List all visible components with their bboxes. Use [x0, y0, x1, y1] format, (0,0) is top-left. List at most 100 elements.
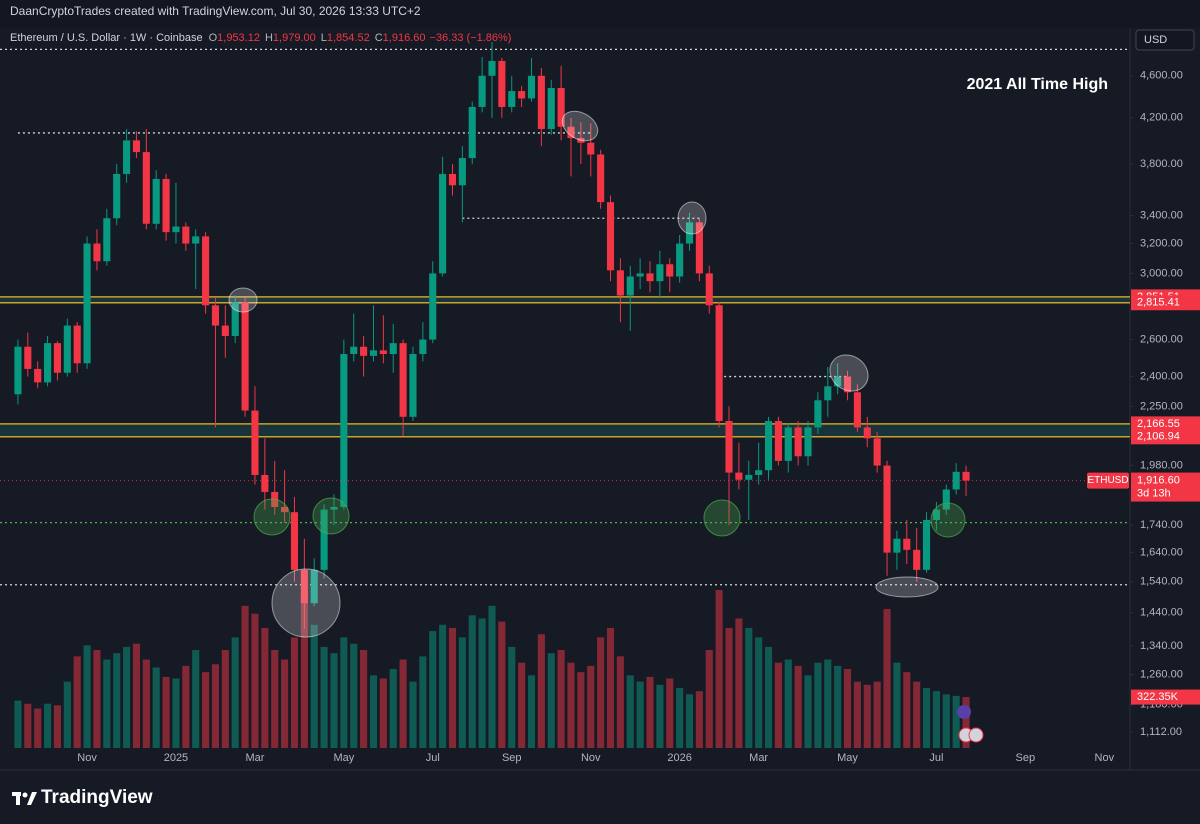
- candle-body: [547, 87, 555, 129]
- candle-body: [221, 325, 229, 337]
- volume-bar: [182, 665, 190, 748]
- symbol-tag-label: ETHUSD: [1087, 475, 1128, 486]
- plot: [0, 41, 1130, 748]
- support-touch: [703, 499, 741, 537]
- volume-bar: [764, 646, 773, 748]
- y-tick-label: 2,400.00: [1140, 370, 1183, 382]
- ohlc-value: 1,854.52: [327, 32, 370, 44]
- candle-body: [893, 538, 901, 553]
- volume-bar: [616, 656, 624, 748]
- price-tag: [1131, 416, 1200, 432]
- volume-bar: [300, 593, 308, 748]
- candle-body: [142, 152, 150, 224]
- candle-body: [320, 509, 328, 570]
- candle-body: [913, 549, 921, 570]
- volume-bar: [774, 662, 782, 748]
- candle-body: [735, 472, 743, 480]
- candle-body: [63, 325, 71, 373]
- volume-bar: [804, 675, 812, 748]
- highlight: [271, 568, 341, 638]
- volume-bar: [330, 653, 338, 748]
- y-tick-label: 1,440.00: [1140, 607, 1183, 619]
- x-tick-label: Nov: [581, 752, 601, 764]
- zone: [0, 423, 1130, 437]
- volume-bar: [636, 681, 644, 748]
- volume-bar: [44, 703, 52, 748]
- volume-bar: [715, 590, 723, 748]
- volume-bar: [53, 705, 61, 748]
- candle-body: [379, 350, 387, 355]
- candle-body: [942, 489, 950, 510]
- candle-body: [468, 106, 476, 159]
- event-icon[interactable]: [957, 705, 971, 719]
- candle-body: [300, 569, 308, 604]
- currency-button[interactable]: [1135, 29, 1195, 51]
- header: DaanCryptoTrades created with TradingVie…: [10, 4, 421, 18]
- y-tick-label: 3,000.00: [1140, 267, 1183, 279]
- legend: Ethereum / U.S. Dollar · 1W · Coinbase O1…: [10, 32, 511, 44]
- candle-body: [211, 305, 220, 326]
- candle-body: [488, 60, 496, 76]
- x-tick-label: Sep: [1016, 752, 1036, 764]
- volume-bar: [537, 634, 545, 748]
- highlight: [561, 110, 599, 142]
- volume-bar: [458, 637, 466, 748]
- candle-body: [834, 376, 842, 387]
- ohlc-key: O: [209, 32, 218, 44]
- volume-bar: [853, 681, 861, 748]
- support-touch: [930, 502, 966, 538]
- y-tick-label: 2,250.00: [1140, 400, 1183, 412]
- candle-body: [922, 519, 931, 570]
- currency[interactable]: USD: [1144, 34, 1167, 46]
- candle-body: [725, 421, 733, 473]
- ohlc-value: 1,953.12: [217, 32, 260, 44]
- brand-logo: [12, 792, 37, 805]
- volume-bar: [685, 694, 694, 748]
- candle-body: [290, 512, 299, 570]
- y-tick-label: 1,640.00: [1140, 547, 1183, 559]
- volume-bar: [93, 650, 101, 748]
- support-touch: [312, 497, 350, 535]
- price-tag: [1131, 295, 1200, 311]
- candle-body: [784, 427, 792, 461]
- annotations: [228, 110, 984, 743]
- candle-body: [458, 158, 466, 186]
- volume-tag: [1131, 689, 1200, 705]
- candle-body: [132, 140, 141, 153]
- volume-bar: [251, 613, 259, 748]
- volume-bar: [646, 676, 654, 748]
- volume-bar: [587, 665, 595, 748]
- volume-bar: [547, 653, 555, 748]
- volume-bar: [123, 646, 131, 748]
- candle-body: [932, 509, 940, 520]
- candle-body: [863, 427, 871, 439]
- price-tag-label: 2,106.94: [1137, 431, 1180, 443]
- candle-body: [360, 346, 368, 356]
- annotation-text: 2021 All Time High: [967, 76, 1108, 93]
- candle-body: [330, 507, 338, 510]
- volume-bar: [221, 650, 229, 748]
- volume-bar: [34, 708, 42, 748]
- volume-bar: [695, 691, 703, 748]
- volume-bar: [409, 681, 417, 748]
- event-icon[interactable]: [968, 727, 984, 743]
- candle-body: [419, 339, 427, 355]
- candle-body: [340, 354, 348, 508]
- volume-tag-label: 322.35K: [1137, 691, 1179, 703]
- volume-bar: [814, 662, 822, 748]
- volume-bar: [843, 669, 852, 748]
- volume-bar: [962, 697, 970, 748]
- candle-body: [350, 346, 358, 355]
- highlight: [875, 576, 939, 598]
- support-touch: [253, 498, 291, 536]
- price-tag-label: 2,166.55: [1137, 418, 1180, 430]
- highlight: [228, 287, 258, 313]
- ohlc: O1,953.12 H1,979.00 L1,854.52 C1,916.60: [209, 32, 426, 44]
- brand: TradingView: [41, 787, 153, 808]
- candle-body: [172, 226, 180, 233]
- candle-body: [241, 302, 249, 411]
- volume-bar: [419, 656, 427, 748]
- candle-body: [764, 421, 773, 471]
- volume-bar: [527, 675, 536, 748]
